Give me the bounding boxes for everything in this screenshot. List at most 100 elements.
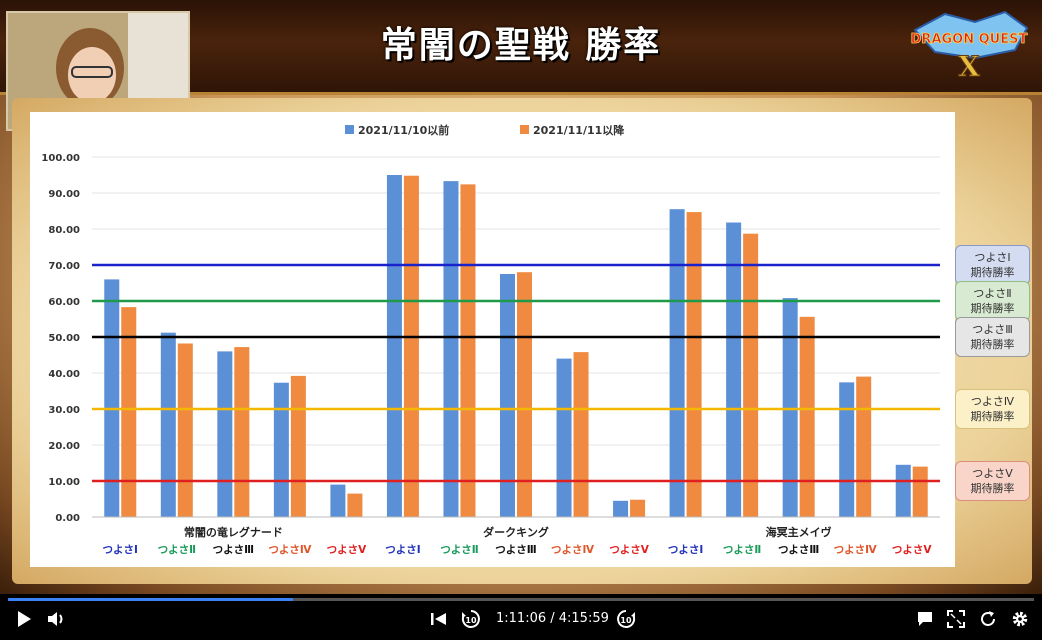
legend-swatch [345,125,354,134]
svg-text:X: X [958,50,980,82]
forward-10-button[interactable]: 10 [615,608,637,630]
forward-10-icon: 10 [617,610,636,628]
chat-button[interactable] [914,608,936,630]
bar-after [121,307,137,517]
bar-after [743,233,759,517]
y-tick-label: 20.00 [48,441,80,452]
play-button[interactable] [12,608,36,630]
fullscreen-button[interactable] [945,608,967,630]
category-label: つよさⅡ [723,544,761,556]
bar-after [686,212,702,517]
category-label: つよさⅢ [213,544,254,556]
bar-after [573,352,589,517]
time-display: 1:11:06 / 4:15:59 [496,611,609,626]
category-label: つよさⅡ [440,544,478,556]
dragon-quest-logo: DRAGON QUEST X [910,10,1029,82]
bar-after [517,272,532,517]
badge-caption: 期待勝率 [970,482,1015,495]
bar-before [782,298,798,517]
badge-caption: 期待勝率 [970,338,1015,351]
refresh-icon [981,611,995,626]
legend-label: 2021/11/10以前 [358,123,449,137]
gear-icon [1012,611,1028,627]
bar-before [330,484,346,517]
y-tick-label: 40.00 [48,369,80,380]
bar-before [273,382,289,517]
badge-tier: つよさⅡ [973,287,1012,300]
y-tick-label: 30.00 [48,405,80,416]
y-tick-label: 100.00 [41,153,80,164]
category-label: つよさⅢ [778,544,819,556]
category-label: つよさⅡ [158,544,196,556]
bar-after [347,493,363,517]
bar-before [895,464,911,517]
category-label: つよさⅢ [495,544,536,556]
badge-tier: つよさⅣ [970,395,1015,408]
bar-before [556,358,572,517]
badge-tier: つよさⅤ [972,467,1013,480]
svg-text:10: 10 [620,616,632,625]
video-frame[interactable]: 常闇の聖戦 勝率 DRAGON QUEST X 100.00 90.00 80.00… [0,0,1042,594]
y-tick-label: 80.00 [48,225,80,236]
expected-win-rate-badge: つよさⅡ 期待勝率 [955,281,1030,321]
previous-button[interactable] [428,608,450,630]
category-label: つよさⅣ [551,544,594,556]
rewind-10-button[interactable]: 10 [460,608,482,630]
category-label: つよさⅣ [834,544,877,556]
play-icon [18,611,31,627]
bar-after [460,184,476,518]
legend-swatch [520,125,529,134]
bar-before [217,351,233,517]
group-label: ダークキング [483,525,549,539]
page-title: 常闇の聖戦 勝率 [380,25,662,66]
volume-button[interactable] [44,608,68,630]
svg-text:10: 10 [465,616,477,625]
y-tick-label: 0.00 [55,513,80,524]
bar-before [386,175,402,517]
expected-win-rate-badge: つよさⅣ 期待勝率 [955,389,1030,429]
badge-caption: 期待勝率 [970,266,1015,279]
skip-previous-icon [431,613,446,625]
y-tick-label: 70.00 [48,261,80,272]
bar-before [160,332,176,517]
category-label: つよさⅤ [609,544,649,556]
bar-after [234,347,250,517]
expected-win-rate-badge: つよさⅠ 期待勝率 [955,245,1030,285]
bar-after [290,375,306,517]
bar-after [630,499,646,517]
bar-after [856,376,872,517]
category-label: つよさⅤ [892,544,932,556]
settings-button[interactable] [1009,608,1031,630]
chat-icon [918,612,932,626]
progress-fill [8,598,294,601]
y-tick-label: 90.00 [48,189,80,200]
bar-before [726,222,742,517]
bar-before [839,382,855,517]
refresh-button[interactable] [977,608,999,630]
expected-win-rate-badge: つよさⅢ 期待勝率 [955,317,1030,357]
bar-before [669,209,685,517]
category-label: つよさⅠ [103,544,138,556]
group-label: 常闇の竜レグナード [184,525,283,539]
badge-tier: つよさⅢ [972,323,1013,336]
bar-after [177,343,193,517]
category-label: つよさⅤ [327,544,367,556]
win-rate-chart: 100.00 90.00 80.00 70.00 60.00 50.00 40.00 30.0… [41,123,940,556]
bar-after [403,175,419,517]
svg-text:DRAGON QUEST: DRAGON QUEST [911,32,1028,47]
y-tick-label: 50.00 [48,333,80,344]
progress-bar[interactable] [8,598,1034,601]
legend-label: 2021/11/11以降 [533,123,625,137]
badge-caption: 期待勝率 [970,410,1015,423]
bar-after [799,316,815,517]
y-tick-label: 60.00 [48,297,80,308]
category-label: つよさⅠ [668,544,703,556]
bar-before [443,181,459,517]
fullscreen-icon [947,610,965,628]
category-label: つよさⅣ [268,544,311,556]
badge-caption: 期待勝率 [970,302,1015,315]
badge-tier: つよさⅠ [974,251,1011,264]
bar-before [500,274,515,517]
chart-panel: 100.00 90.00 80.00 70.00 60.00 50.00 40.00 30.0… [30,112,955,567]
volume-icon [48,612,63,626]
